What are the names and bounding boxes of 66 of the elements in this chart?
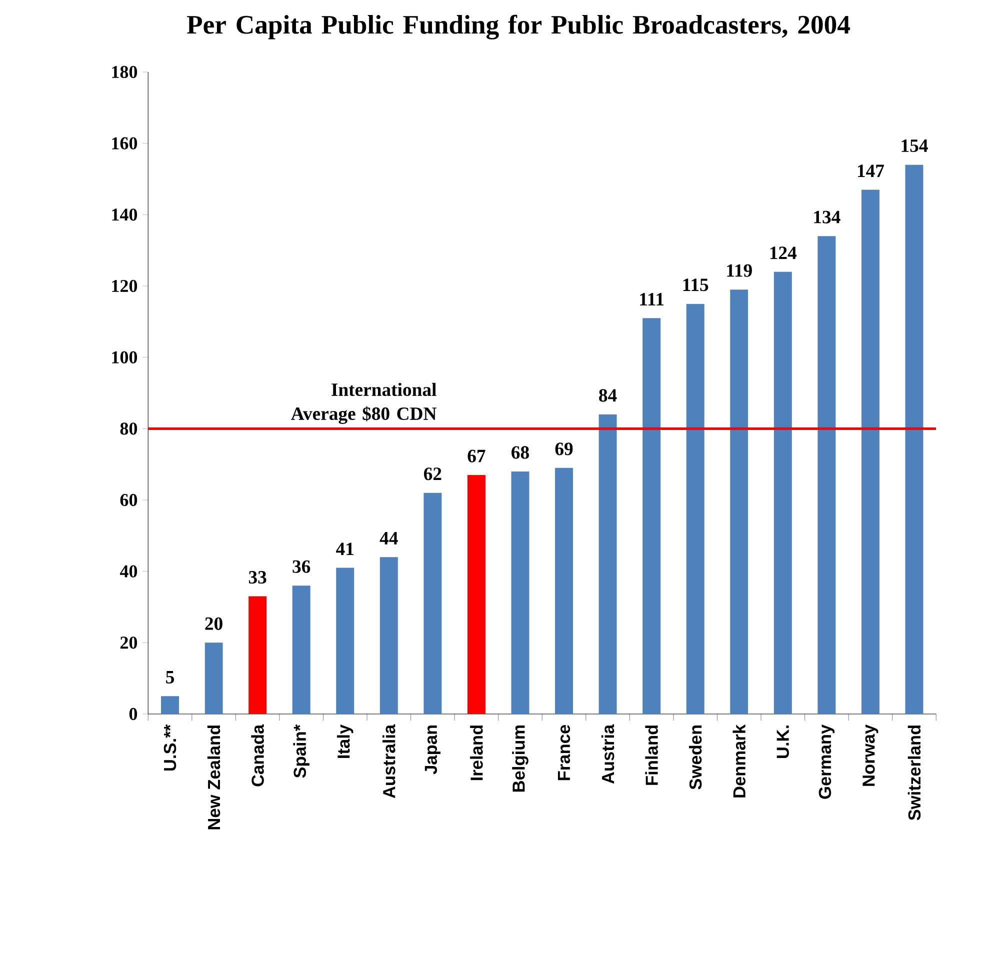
data-label: 154 [902, 140, 928, 152]
y-tick-label: 60 [120, 494, 138, 506]
data-label: 20 [205, 617, 222, 630]
bar [686, 304, 704, 714]
bar [905, 164, 924, 714]
x-tick-label: New Zealand [207, 726, 220, 830]
x-tick-label: U.S.** [164, 724, 176, 771]
bar [380, 557, 398, 714]
y-tick-label: 40 [120, 565, 138, 578]
y-tick-label: 80 [120, 422, 138, 435]
bar [774, 272, 792, 714]
data-label: 41 [336, 542, 354, 556]
x-tick-label: Spain* [293, 724, 310, 778]
data-label: 124 [770, 246, 797, 260]
x-tick-label: Norway [862, 724, 878, 786]
y-tick-label: 0 [129, 708, 138, 720]
x-tick-label: Belgium [512, 725, 528, 792]
x-tick-label: Austria [601, 724, 614, 784]
bar [598, 414, 617, 714]
bar [467, 475, 486, 714]
y-tick-label: 100 [112, 351, 138, 364]
x-tick-label: Switzerland [908, 726, 921, 820]
x-tick-label: France [558, 724, 570, 780]
x-tick-label: Sweden [688, 725, 702, 790]
data-label: 67 [468, 450, 486, 462]
data-label: 147 [858, 164, 884, 177]
x-tick-label: Japan [424, 725, 440, 774]
bar [511, 471, 530, 714]
data-label: 36 [292, 560, 310, 573]
x-tick-label: Italy [337, 724, 354, 758]
bar [730, 290, 748, 714]
chart-title: Per Capita Public Funding for Public Broadcasters, 2004 [186, 14, 850, 40]
x-tick-label: Germany [818, 724, 835, 799]
bar [861, 190, 880, 714]
x-tick-label: Denmark [732, 724, 746, 798]
bar [642, 318, 661, 714]
data-label: 68 [512, 446, 529, 459]
bar [424, 492, 442, 714]
data-label: 84 [599, 389, 617, 402]
x-tick-label: Ireland [470, 726, 483, 780]
bar [292, 586, 310, 714]
data-label: 115 [683, 278, 708, 292]
x-tick-label: U.K. [776, 726, 789, 758]
data-label: 33 [248, 571, 266, 584]
x-tick-label: Australia [382, 724, 396, 798]
bar [818, 236, 836, 714]
y-tick-label: 180 [112, 66, 138, 78]
data-label: 119 [727, 264, 752, 277]
y-tick-label: 140 [112, 208, 138, 221]
data-label: 5 [166, 671, 174, 684]
data-label: 69 [555, 442, 573, 456]
y-tick-label: 120 [112, 280, 138, 292]
data-label: 44 [380, 532, 398, 544]
bar [248, 596, 267, 714]
y-tick-label: 160 [112, 137, 138, 150]
data-label: 111 [640, 293, 664, 306]
data-label: 134 [814, 210, 840, 224]
bar [555, 468, 574, 714]
y-tick-label: 20 [120, 636, 138, 649]
data-label: 62 [424, 468, 442, 480]
x-tick-label: Finland [645, 726, 658, 785]
bar [161, 696, 180, 714]
bar [204, 642, 223, 714]
x-tick-label: Canada [251, 724, 264, 786]
ref-line-label: International Average $80 CDN [291, 382, 436, 424]
bar [336, 568, 354, 714]
